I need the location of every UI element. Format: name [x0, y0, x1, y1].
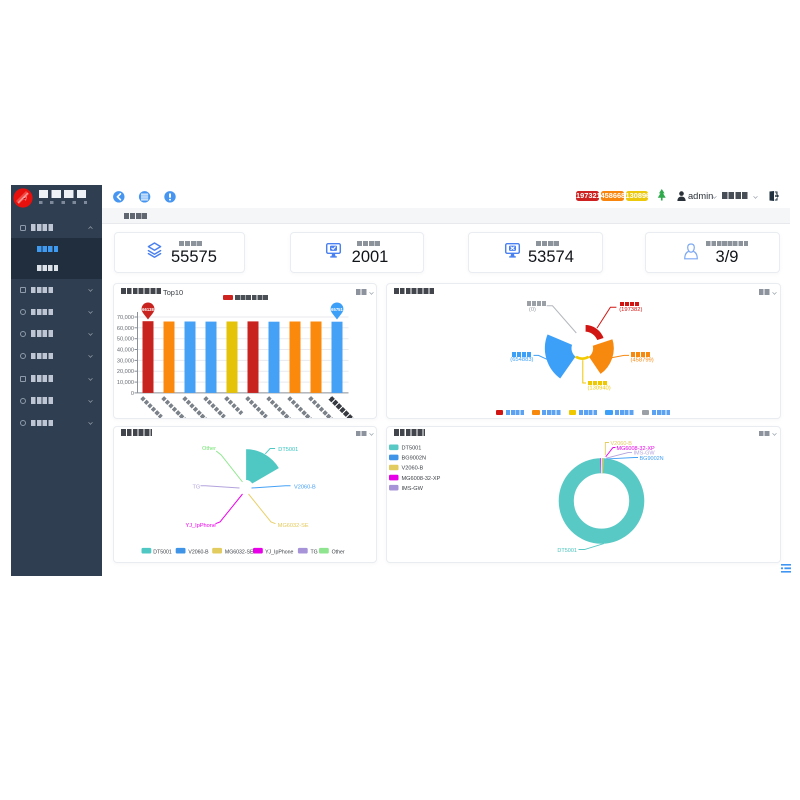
svg-text:IMS-GW: IMS-GW	[402, 485, 424, 491]
svg-text:IMS-GW: IMS-GW	[634, 450, 656, 456]
svg-text:(197382): (197382)	[619, 307, 642, 313]
svg-text:V2060-B: V2060-B	[611, 440, 633, 446]
svg-text:YJ_IpPhone: YJ_IpPhone	[186, 522, 216, 528]
svg-text:30,000: 30,000	[117, 358, 134, 364]
svg-text:65751: 65751	[331, 307, 343, 312]
svg-text:Other: Other	[332, 549, 345, 555]
svg-text:BG9002N: BG9002N	[640, 455, 664, 461]
svg-text:60,000: 60,000	[117, 326, 134, 332]
svg-text:DT5001: DT5001	[153, 549, 172, 555]
svg-text:40,000: 40,000	[117, 348, 134, 354]
svg-text:66138: 66138	[142, 307, 154, 312]
svg-text:20,000: 20,000	[117, 369, 134, 375]
svg-text:MG6008-32-XP: MG6008-32-XP	[617, 445, 656, 451]
svg-text:(654883): (654883)	[511, 357, 534, 363]
svg-text:Other: Other	[202, 445, 216, 451]
svg-text:(458799): (458799)	[631, 358, 654, 364]
svg-text:0: 0	[131, 391, 134, 397]
svg-text:V2060-B: V2060-B	[294, 484, 316, 490]
svg-text:TG: TG	[193, 484, 201, 490]
svg-text:YJ_IpPhone: YJ_IpPhone	[265, 549, 293, 555]
svg-text:70,000: 70,000	[117, 315, 134, 321]
svg-text:V2060-B: V2060-B	[188, 549, 209, 555]
svg-text:BG9002N: BG9002N	[402, 455, 427, 461]
svg-text:V2060-B: V2060-B	[402, 465, 424, 471]
svg-text:MG6032-SE: MG6032-SE	[278, 522, 309, 528]
svg-text:MG6032-SE: MG6032-SE	[225, 549, 254, 555]
svg-text:DT5001: DT5001	[278, 447, 298, 453]
svg-text:50,000: 50,000	[117, 337, 134, 343]
svg-text:MG6008-32-XP: MG6008-32-XP	[402, 475, 441, 481]
svg-text:10,000: 10,000	[117, 380, 134, 386]
svg-text:DT5001: DT5001	[402, 445, 422, 451]
svg-text:TG: TG	[311, 549, 318, 555]
svg-text:DT5001: DT5001	[558, 547, 578, 553]
svg-text:(0): (0)	[529, 307, 536, 313]
svg-text:(130940): (130940)	[588, 386, 611, 392]
